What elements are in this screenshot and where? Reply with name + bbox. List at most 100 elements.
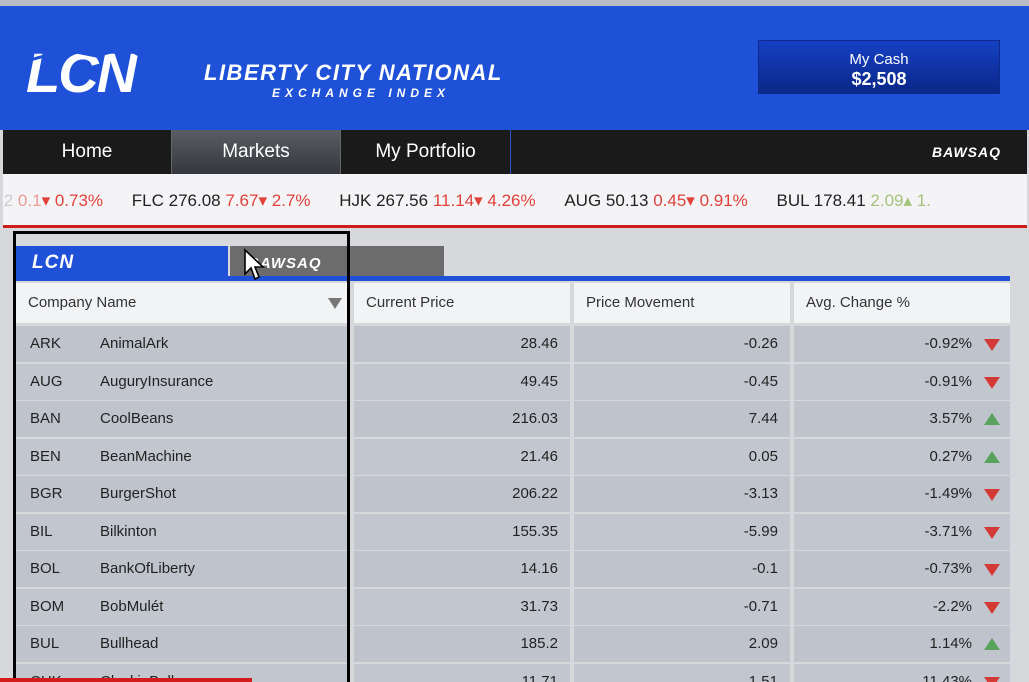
header-avg-change[interactable]: Avg. Change % <box>794 283 1010 323</box>
table-row[interactable]: BOL BankOfLiberty 14.16 -0.1 -0.73% <box>16 551 1010 589</box>
cell-avg-change: -3.71% <box>794 513 1010 550</box>
company-name: CluckinBell <box>100 664 174 682</box>
company-name: Bullhead <box>100 635 159 652</box>
cell-company: BGR BurgerShot <box>16 476 350 512</box>
cell-avg-change: 11.43% <box>794 663 1010 682</box>
table-row[interactable]: BEN BeanMachine 21.46 0.05 0.27% <box>16 438 1010 477</box>
cell-price-movement: -5.99 <box>574 513 790 550</box>
down-arrow-icon <box>984 601 1000 614</box>
table-header: Company Name Current Price Price Movemen… <box>16 283 1010 323</box>
cell-price-movement: -3.13 <box>574 476 790 512</box>
cell-current-price: 185.2 <box>354 626 570 662</box>
down-arrow-icon: ▾ <box>474 191 483 210</box>
tab-lcn[interactable]: LCN <box>16 246 228 280</box>
tab-bawsaq[interactable]: BAWSAQ <box>230 246 444 280</box>
header-current-price[interactable]: Current Price <box>354 283 570 323</box>
table-row[interactable]: ARK AnimalArk 28.46 -0.26 -0.92% <box>16 326 1010 364</box>
stock-symbol: BOM <box>30 597 65 615</box>
sort-triangle-icon[interactable] <box>328 298 342 309</box>
cell-avg-change: -0.73% <box>794 551 1010 587</box>
cell-avg-change: -1.49% <box>794 476 1010 512</box>
cell-current-price: 14.16 <box>354 551 570 587</box>
cell-price-movement: 2.09 <box>574 626 790 662</box>
tab-underline <box>16 276 1010 281</box>
bawsaq-logo[interactable]: BAWSAQ <box>932 144 1001 160</box>
cell-avg-change: 0.27% <box>794 438 1010 475</box>
cell-current-price: 31.73 <box>354 588 570 625</box>
nav-my-portfolio[interactable]: My Portfolio <box>341 130 511 174</box>
nav-markets[interactable]: Markets <box>171 130 341 174</box>
table-row[interactable]: BUL Bullhead 185.2 2.09 1.14% <box>16 626 1010 664</box>
up-arrow-icon: ▴ <box>903 191 913 210</box>
cell-company: BOL BankOfLiberty <box>16 551 350 587</box>
company-name: BobMulét <box>100 597 164 615</box>
ticker-item: FLC 276.08 7.67▾ 2.7% <box>131 191 311 210</box>
nav-home[interactable]: Home <box>61 141 113 162</box>
stock-rows: ARK AnimalArk 28.46 -0.26 -0.92% AUG AuguryIns… <box>16 326 1010 682</box>
table-row[interactable]: AUG AuguryInsurance 49.45 -0.45 -0.91% <box>16 363 1010 402</box>
cell-current-price: 28.46 <box>354 326 570 362</box>
down-arrow-icon <box>984 526 1000 539</box>
up-arrow-icon <box>984 413 1000 425</box>
stock-symbol: BEN <box>30 447 61 465</box>
stock-symbol: BUL <box>30 635 60 652</box>
cash-value: $2,508 <box>851 69 907 89</box>
cell-company: BOM BobMulét <box>16 588 350 625</box>
stock-symbol: BOL <box>30 560 61 577</box>
cell-company: BAN CoolBeans <box>16 401 350 437</box>
cell-avg-change: 3.57% <box>794 401 1010 437</box>
header-company-name[interactable]: Company Name <box>16 283 350 323</box>
cell-avg-change: 1.14% <box>794 626 1010 662</box>
stock-symbol: BIL <box>30 522 53 540</box>
cash-panel: My Cash $2,508 <box>758 40 1000 94</box>
company-name: Bilkinton <box>100 522 157 540</box>
progress-strip <box>0 678 252 682</box>
tab-bawsaq-label: BAWSAQ <box>248 255 322 272</box>
table-row[interactable]: BGR BurgerShot 206.22 -3.13 -1.49% <box>16 476 1010 514</box>
header: LCN LIBERTY CITY NATIONAL EXCHANGE INDEX… <box>0 0 1029 130</box>
stock-symbol: ARK <box>30 335 61 352</box>
cell-price-movement: 7.44 <box>574 401 790 437</box>
cell-avg-change: -2.2% <box>794 588 1010 625</box>
table-row[interactable]: BAN CoolBeans 216.03 7.44 3.57% <box>16 401 1010 439</box>
cell-current-price: 21.46 <box>354 438 570 475</box>
cell-company: CHK CluckinBell <box>16 663 350 682</box>
down-arrow-icon <box>984 489 1000 501</box>
tab-lcn-label: LCN <box>32 252 75 273</box>
lcn-logo: LCN <box>26 42 183 100</box>
brand-title: LIBERTY CITY NATIONAL <box>204 60 503 85</box>
main-nav: Home Markets My Portfolio BAWSAQ <box>3 130 1027 174</box>
brand-subtitle: EXCHANGE INDEX <box>272 86 451 100</box>
up-arrow-icon <box>984 638 1000 650</box>
market-board: LCN BAWSAQ Company Name Current Price Pr… <box>14 230 1027 682</box>
down-arrow-icon <box>984 676 1000 682</box>
company-name: BankOfLiberty <box>100 560 196 577</box>
ticker-item: BUL 178.41 2.09▴ 1. <box>776 191 931 210</box>
company-name: AuguryInsurance <box>100 372 214 390</box>
cell-price-movement: 1.51 <box>574 663 790 682</box>
company-name: BurgerShot <box>100 485 176 502</box>
table-row[interactable]: BOM BobMulét 31.73 -0.71 -2.2% <box>16 588 1010 627</box>
cell-company: BUL Bullhead <box>16 626 350 662</box>
cell-price-movement: -0.45 <box>574 363 790 400</box>
down-arrow-icon: ▾ <box>41 191 51 210</box>
cell-price-movement: -0.1 <box>574 551 790 587</box>
down-arrow-icon: ▾ <box>258 191 268 210</box>
cell-current-price: 155.35 <box>354 513 570 550</box>
mouse-cursor-icon <box>244 248 266 281</box>
down-arrow-icon: ▾ <box>686 191 695 210</box>
up-arrow-icon <box>984 450 1000 463</box>
cell-company: ARK AnimalArk <box>16 326 350 362</box>
ticker-item: .2 0.1▾ 0.73% <box>3 191 104 210</box>
header-price-movement[interactable]: Price Movement <box>574 283 790 323</box>
stock-symbol: BGR <box>30 485 63 502</box>
cell-company: AUG AuguryInsurance <box>16 363 350 400</box>
table-row[interactable]: BIL Bilkinton 155.35 -5.99 -3.71% <box>16 513 1010 552</box>
down-arrow-icon <box>984 564 1000 576</box>
cash-label: My Cash <box>849 51 909 68</box>
ticker-track: .2 0.1▾ 0.73% FLC 276.08 7.67▾ 2.7% HJK … <box>3 191 955 211</box>
stock-symbol: AUG <box>30 372 63 390</box>
cell-price-movement: 0.05 <box>574 438 790 475</box>
